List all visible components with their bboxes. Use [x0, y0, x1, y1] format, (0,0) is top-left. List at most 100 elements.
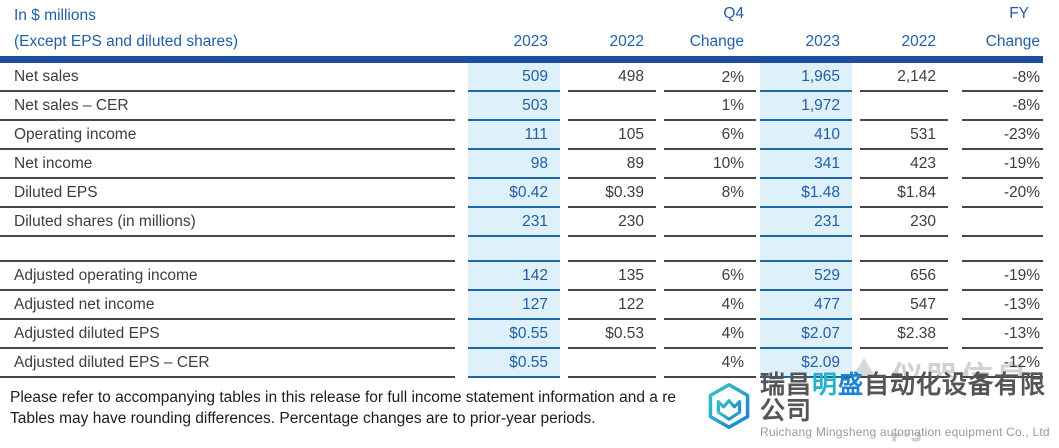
column-gap — [560, 236, 568, 261]
column-gap — [560, 91, 568, 120]
cell-q4-2022: $0.39 — [568, 178, 656, 208]
cell-fy-change: -13% — [962, 319, 1043, 349]
col-header-fy-change: Change — [985, 33, 1040, 50]
column-gap — [560, 149, 568, 178]
column-gap — [948, 261, 962, 290]
column-gap — [656, 149, 664, 178]
title-line2: (Except EPS and diluted shares) — [14, 33, 239, 50]
cell-fy-2022 — [860, 348, 948, 378]
cell-fy-change: -8% — [962, 63, 1043, 92]
cell-q4-change: 6% — [664, 120, 756, 150]
column-gap — [455, 0, 468, 28]
cell-q4-2023: $0.55 — [468, 319, 560, 349]
cell-q4-2023: 509 — [468, 63, 560, 92]
column-gap — [455, 63, 468, 91]
column-gap — [948, 120, 962, 149]
footnote: Please refer to accompanying tables in t… — [10, 387, 676, 429]
cell-fy-2022: 423 — [860, 149, 948, 179]
company-name-cn: 瑞昌明盛自动化设备有限公司 — [760, 371, 1047, 425]
cell-q4-2022: 135 — [568, 261, 656, 291]
column-gap — [948, 28, 962, 56]
column-gap — [852, 28, 860, 56]
cell-q4-change: 2% — [664, 63, 756, 92]
column-gap — [560, 0, 568, 28]
column-gap — [560, 178, 568, 207]
col-header-q4-2023: 2023 — [513, 33, 548, 50]
table-row: Adjusted diluted EPS $0.55 $0.53 4% $2.0… — [0, 319, 1043, 349]
column-gap — [852, 290, 860, 319]
column-gap — [852, 261, 860, 290]
cell-fy-change: -19% — [962, 149, 1043, 179]
table-row: Diluted EPS $0.42 $0.39 8% $1.48 $1.84 -… — [0, 178, 1043, 208]
table-row: Adjusted net income 127 122 4% 477 547 -… — [0, 290, 1043, 320]
cell-fy-2023: 529 — [760, 261, 852, 291]
column-gap — [656, 290, 664, 319]
cell-fy-2022: 547 — [860, 290, 948, 320]
company-name-en: Ruichang Mingsheng automation equipment … — [760, 425, 1050, 439]
column-gap — [656, 178, 664, 207]
cell-fy-change: -12% — [962, 348, 1043, 378]
column-gap — [455, 261, 468, 290]
column-gap — [852, 91, 860, 120]
company-watermark: 瑞昌明盛自动化设备有限公司 Ruichang Mingsheng automat… — [704, 372, 1059, 439]
column-gap — [948, 207, 962, 236]
cell-fy-2023: $2.09 — [760, 348, 852, 378]
column-gap — [455, 178, 468, 207]
col-header-fy-2023: 2023 — [805, 33, 840, 50]
cell-fy-2023: 1,965 — [760, 63, 852, 92]
column-gap — [455, 28, 468, 56]
table-row: Net sales – CER 503 1% 1,972 -8% — [0, 91, 1043, 121]
row-label: Net sales — [0, 63, 455, 92]
cell-q4-2023: 127 — [468, 290, 560, 320]
column-gap — [560, 319, 568, 348]
cell-q4-2023 — [468, 236, 560, 262]
cell-q4-2022: 122 — [568, 290, 656, 320]
cell-fy-change: -13% — [962, 290, 1043, 320]
cell-fy-2023: $1.48 — [760, 178, 852, 208]
fy-group-header: FY — [1009, 5, 1029, 22]
column-gap — [455, 348, 468, 377]
cell-q4-change: 10% — [664, 149, 756, 179]
cell-q4-2023: 142 — [468, 261, 560, 291]
col-header-fy-2022: 2022 — [901, 33, 936, 50]
row-label: Adjusted net income — [0, 290, 455, 320]
cell-fy-2023: $2.07 — [760, 319, 852, 349]
cell-q4-2022: $0.53 — [568, 319, 656, 349]
cell-fy-2022 — [860, 91, 948, 121]
cell-fy-2022: 531 — [860, 120, 948, 150]
financial-results-table: In $ millions (Except EPS and diluted sh… — [0, 0, 1043, 378]
row-label: Diluted shares (in millions) — [0, 207, 455, 237]
cell-fy-2023: 410 — [760, 120, 852, 150]
column-gap — [852, 149, 860, 178]
row-label: Diluted EPS — [0, 178, 455, 208]
col-header-q4-change: Change — [689, 33, 744, 50]
title-line1: In $ millions — [14, 7, 96, 24]
company-logo-icon — [708, 382, 750, 429]
row-label: Operating income — [0, 120, 455, 150]
column-gap — [948, 91, 962, 120]
cell-q4-change: 4% — [664, 319, 756, 349]
column-gap — [656, 261, 664, 290]
cell-q4-change — [664, 207, 756, 237]
row-label — [0, 236, 455, 262]
cell-q4-2022: 230 — [568, 207, 656, 237]
cell-fy-2023: 1,972 — [760, 91, 852, 121]
column-gap — [656, 120, 664, 149]
cell-q4-2023: 98 — [468, 149, 560, 179]
cell-q4-2023: 111 — [468, 120, 560, 150]
cell-q4-change: 1% — [664, 91, 756, 121]
column-gap — [656, 0, 664, 28]
row-label: Adjusted operating income — [0, 261, 455, 291]
table-row: Adjusted operating income 142 135 6% 529… — [0, 261, 1043, 291]
cell-q4-2022: 89 — [568, 149, 656, 179]
cell-fy-2023: 231 — [760, 207, 852, 237]
column-gap — [852, 207, 860, 236]
group-header-row: In $ millions (Except EPS and diluted sh… — [0, 0, 1043, 50]
column-gap — [948, 0, 962, 28]
cell-fy-change — [962, 207, 1043, 237]
cell-fy-2023: 477 — [760, 290, 852, 320]
column-header-row: 2023 2022 Change 2023 2022 Change — [0, 28, 1043, 56]
column-gap — [852, 63, 860, 91]
column-gap — [852, 319, 860, 348]
